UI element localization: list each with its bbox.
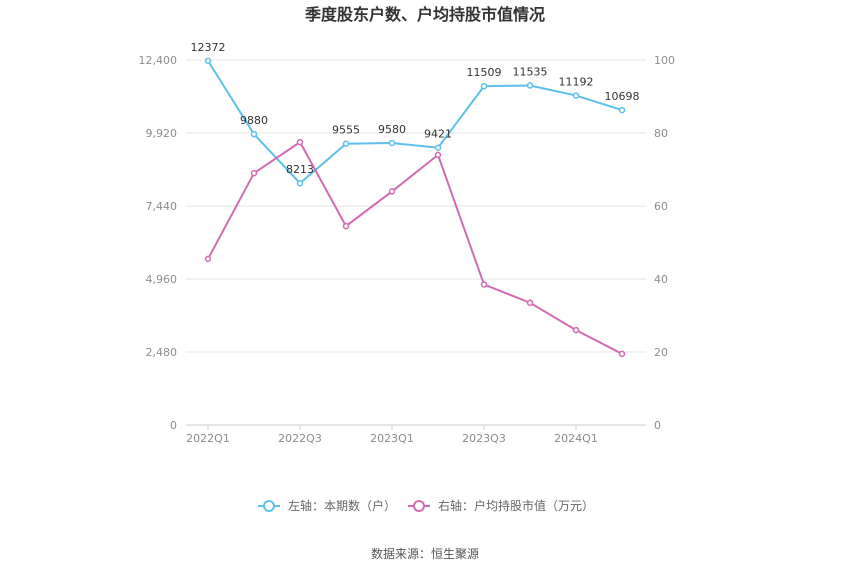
right-tick-label: 80 (654, 127, 668, 140)
legend-label: 左轴：本期数（户） (288, 498, 396, 513)
data-label: 9580 (378, 123, 406, 136)
right-axis: 0 20 40 60 80 100 (654, 54, 675, 432)
data-point (342, 222, 350, 230)
right-tick-label: 20 (654, 346, 668, 359)
data-point (434, 144, 442, 151)
right-tick-label: 100 (654, 54, 675, 67)
data-label: 11192 (559, 76, 594, 89)
data-label: 11509 (467, 66, 502, 79)
data-point (480, 281, 488, 288)
data-point (296, 179, 304, 187)
data-point (204, 57, 212, 65)
x-tick-label: 2023Q3 (462, 432, 506, 445)
legend-marker (413, 500, 425, 512)
data-point (296, 138, 304, 146)
left-tick-label: 9,920 (146, 127, 178, 140)
x-axis: 2022Q1 2022Q3 2023Q1 2023Q3 2024Q1 (186, 425, 598, 445)
data-point (434, 151, 442, 159)
x-tick-label: 2023Q1 (370, 432, 414, 445)
data-point (572, 92, 580, 99)
data-point (388, 139, 396, 147)
left-tick-label: 7,440 (146, 200, 178, 213)
series-line-2 (207, 140, 623, 355)
data-label: 9555 (332, 124, 360, 137)
source-note: 数据来源：恒生聚源 (371, 546, 479, 561)
left-tick-label: 0 (170, 419, 177, 432)
x-tick-label: 2022Q1 (186, 432, 230, 445)
legend-label: 右轴：户均持股市值（万元） (438, 498, 594, 513)
left-tick-label: 4,960 (146, 273, 178, 286)
left-tick-label: 12,400 (139, 54, 178, 67)
right-tick-label: 0 (654, 419, 661, 432)
legend-item-2[interactable]: 右轴：户均持股市值（万元） (408, 498, 594, 513)
data-label: 9421 (424, 128, 452, 141)
right-tick-label: 60 (654, 200, 668, 213)
legend-item-1[interactable]: 左轴：本期数（户） (258, 498, 396, 513)
data-label: 10698 (605, 90, 640, 103)
data-label: 9880 (240, 114, 268, 127)
right-tick-label: 40 (654, 273, 668, 286)
data-point (526, 82, 534, 89)
left-tick-label: 2,480 (146, 346, 178, 359)
data-label: 11535 (513, 65, 548, 78)
grid-lines (186, 59, 646, 426)
data-point (204, 255, 212, 263)
data-point (250, 169, 258, 177)
data-label: 12372 (191, 41, 226, 54)
data-label: 8213 (286, 163, 314, 176)
legend[interactable]: 左轴：本期数（户） 右轴：户均持股市值（万元） (258, 498, 594, 513)
data-point (618, 106, 626, 114)
data-point (388, 188, 396, 195)
chart-title: 季度股东户数、户均持股市值情况 (304, 5, 545, 24)
data-point (526, 299, 534, 306)
data-point (618, 350, 626, 358)
left-axis: 0 2,480 4,960 7,440 9,920 12,400 (139, 54, 178, 432)
data-point (572, 326, 580, 334)
x-tick-label: 2024Q1 (554, 432, 598, 445)
x-tick-label: 2022Q3 (278, 432, 322, 445)
data-point (480, 82, 488, 90)
series-layer: 12372 9880 8213 9555 9580 9421 11509 11535 11192… (191, 41, 640, 358)
legend-marker (263, 500, 275, 512)
data-point (250, 130, 258, 138)
data-point (342, 140, 350, 147)
